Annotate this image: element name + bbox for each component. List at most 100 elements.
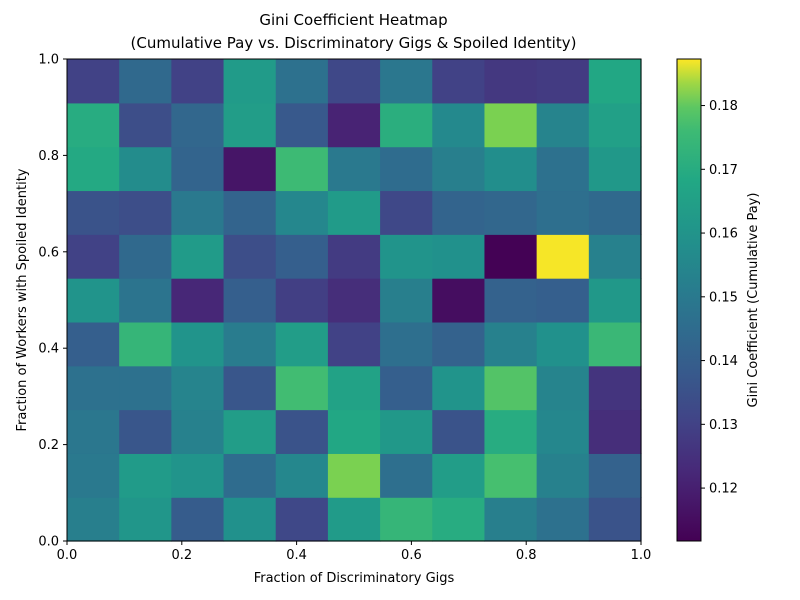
x-tick-label: 0.6 [401, 548, 422, 563]
heatmap-cell [380, 409, 433, 454]
heatmap-cell [223, 146, 277, 192]
heatmap-cell [432, 321, 486, 367]
heatmap-cell [327, 278, 381, 323]
colorbar-tick-label: 0.18 [709, 99, 738, 114]
y-tick-label: 0.4 [38, 342, 59, 357]
heatmap-cell [171, 409, 225, 454]
heatmap-cell [484, 234, 538, 279]
heatmap-cell [275, 278, 329, 323]
heatmap-cell [171, 497, 225, 542]
heatmap-cell [536, 146, 590, 192]
heatmap-cell [171, 453, 225, 498]
heatmap-cell [536, 409, 590, 454]
heatmap-cell [588, 146, 642, 192]
heatmap-cell [432, 409, 486, 454]
y-axis-label: Fraction of Workers with Spoiled Identit… [15, 168, 30, 431]
heatmap-cell [275, 321, 329, 367]
heatmap-cell [223, 497, 277, 542]
heatmap-cell [380, 234, 433, 279]
heatmap-cell [536, 497, 590, 542]
heatmap-cell [119, 321, 172, 367]
heatmap-cell [588, 278, 642, 323]
heatmap-cell [536, 278, 590, 323]
heatmap-cell [432, 365, 486, 411]
heatmap-cell [119, 453, 172, 498]
heatmap-cell [588, 409, 642, 454]
heatmap-cell [588, 453, 642, 498]
heatmap-cell [223, 365, 277, 411]
heatmap-cell [536, 365, 590, 411]
heatmap-cell [67, 497, 120, 542]
heatmap-cell [588, 365, 642, 411]
colorbar [676, 58, 702, 542]
heatmap-cell [327, 497, 381, 542]
y-tick-label: 1.0 [38, 53, 59, 68]
heatmap-cell [380, 102, 433, 148]
heatmap-cell [223, 234, 277, 279]
heatmap-cell [327, 365, 381, 411]
heatmap-cell [588, 234, 642, 279]
heatmap-cell [67, 278, 120, 323]
heatmap-cell [432, 453, 486, 498]
heatmap-cell [67, 453, 120, 498]
heatmap-cell [171, 102, 225, 148]
heatmap-cell [119, 190, 172, 235]
colorbar-label: Gini Coefficient (Cumulative Pay) [746, 193, 761, 408]
colorbar-tick-label: 0.14 [709, 354, 738, 369]
heatmap-cell [588, 497, 642, 542]
heatmap-cell [327, 102, 381, 148]
y-tick-label: 0.6 [38, 245, 59, 260]
heatmap-cell [588, 102, 642, 148]
heatmap-cell [223, 190, 277, 235]
heatmap-cell [119, 278, 172, 323]
heatmap-cell [223, 453, 277, 498]
heatmap-cell [67, 102, 120, 148]
heatmap-cell [432, 146, 486, 192]
heatmap-cell [119, 234, 172, 279]
heatmap-cell [380, 59, 433, 104]
heatmap-cell [327, 453, 381, 498]
heatmap-cell [327, 146, 381, 192]
heatmap-cell [119, 409, 172, 454]
heatmap-cell [484, 102, 538, 148]
heatmap-cell [588, 321, 642, 367]
heatmap-cell [484, 59, 538, 104]
heatmap-cell [223, 102, 277, 148]
heatmap-cell [67, 190, 120, 235]
y-axis-ticks: 0.0 0.2 0.4 0.6 0.8 1.0 [38, 53, 67, 550]
x-tick-label: 0.0 [57, 548, 78, 563]
heatmap-cell [171, 234, 225, 279]
heatmap-cell [171, 278, 225, 323]
x-axis-label: Fraction of Discriminatory Gigs [254, 571, 455, 586]
heatmap-cell [171, 365, 225, 411]
chart-subtitle: (Cumulative Pay vs. Discriminatory Gigs … [131, 34, 577, 52]
heatmap-cell [275, 59, 329, 104]
x-tick-label: 1.0 [631, 548, 652, 563]
heatmap-cell [275, 409, 329, 454]
heatmap-cell [327, 234, 381, 279]
heatmap-cell [484, 453, 538, 498]
heatmap-cell [67, 146, 120, 192]
colorbar-tick-label: 0.16 [709, 227, 738, 242]
heatmap-cell [67, 234, 120, 279]
colorbar-tick-label: 0.12 [709, 482, 738, 497]
heatmap-cell [223, 321, 277, 367]
heatmap-cell [67, 321, 120, 367]
heatmap-cell [380, 453, 433, 498]
heatmap-cell [432, 190, 486, 235]
heatmap-cell [171, 59, 225, 104]
heatmap-cell [275, 190, 329, 235]
heatmap-cell [380, 321, 433, 367]
heatmap-cell [223, 59, 277, 104]
heatmap-cell [327, 190, 381, 235]
heatmap-cell [588, 59, 642, 104]
heatmap-cell [432, 102, 486, 148]
heatmap-cell [327, 59, 381, 104]
x-tick-label: 0.2 [171, 548, 192, 563]
heatmap-cell [275, 453, 329, 498]
heatmap-cell [432, 59, 486, 104]
x-tick-label: 0.4 [286, 548, 307, 563]
heatmap-cell [67, 59, 120, 104]
y-tick-label: 0.8 [38, 149, 59, 164]
